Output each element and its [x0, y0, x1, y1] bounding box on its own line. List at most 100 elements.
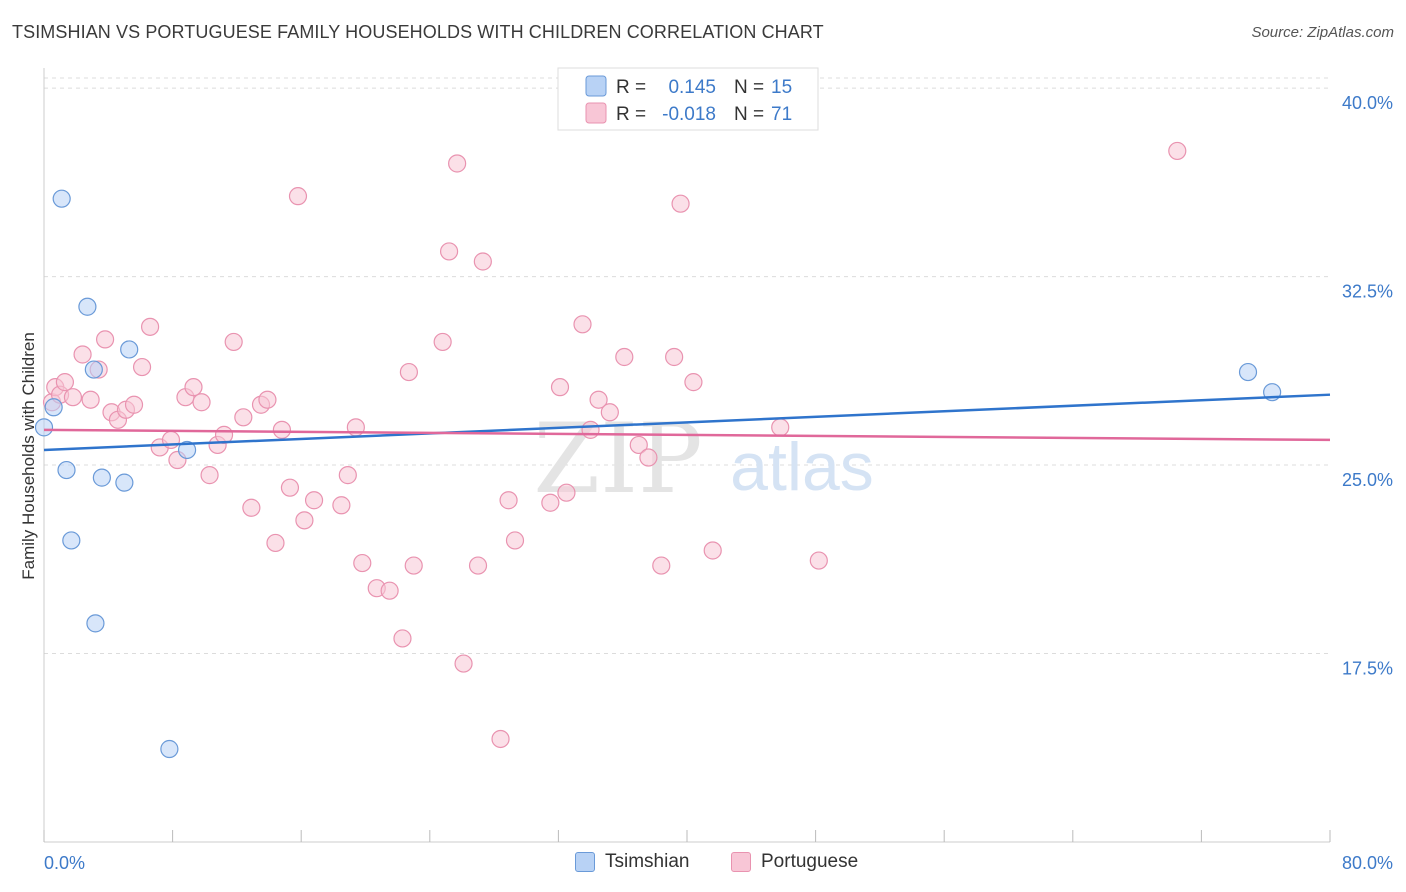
- watermark-atlas: atlas: [730, 429, 874, 505]
- point-portuguese: [589, 390, 608, 409]
- point-portuguese: [541, 493, 560, 512]
- point-portuguese: [600, 403, 619, 422]
- point-portuguese: [809, 551, 828, 570]
- point-portuguese: [771, 418, 790, 437]
- point-tsimshian: [62, 531, 81, 550]
- point-portuguese: [224, 332, 243, 352]
- point-portuguese: [629, 435, 648, 455]
- trend-line-tsimshian: [43, 393, 1331, 452]
- watermark-zip: ZIP: [533, 403, 702, 515]
- point-portuguese: [491, 729, 510, 749]
- point-tsimshian: [52, 189, 71, 208]
- legend-n-value-tsimshian: 15: [771, 77, 792, 98]
- y-tick-labels: 17.5% 25.0% 32.5% 40.0%: [1342, 93, 1393, 678]
- point-portuguese: [639, 448, 658, 467]
- point-tsimshian: [78, 297, 97, 316]
- watermark: ZIP atlas: [533, 403, 873, 515]
- legend-r-value-tsimshian: 0.145: [668, 77, 716, 98]
- point-portuguese: [671, 194, 690, 213]
- correlation-legend: R = 0.145 N = 15 R = -0.018 N = 71: [557, 67, 819, 131]
- swatch-tsimshian: [575, 852, 595, 872]
- y-tick-label: 17.5%: [1342, 659, 1393, 679]
- data-points: [34, 141, 1282, 759]
- gridlines: [44, 77, 1330, 655]
- source-credit: Source: ZipAtlas.com: [1251, 24, 1394, 41]
- point-portuguese: [258, 390, 277, 409]
- y-axis-label: Family Households with Children: [19, 332, 38, 580]
- point-portuguese: [454, 654, 473, 673]
- y-tick-label: 40.0%: [1342, 93, 1393, 113]
- chart-title: TSIMSHIAN VS PORTUGUESE FAMILY HOUSEHOLD…: [12, 22, 824, 42]
- legend-n-label: N =: [734, 104, 764, 125]
- point-portuguese: [124, 395, 144, 414]
- point-tsimshian: [177, 440, 197, 460]
- point-tsimshian: [120, 340, 139, 359]
- legend-r-label: R =: [616, 104, 646, 125]
- point-portuguese: [266, 533, 285, 553]
- point-portuguese: [652, 556, 671, 575]
- point-portuguese: [399, 362, 419, 382]
- point-tsimshian: [1238, 362, 1258, 382]
- point-portuguese: [468, 556, 488, 575]
- point-portuguese: [380, 581, 399, 600]
- point-portuguese: [295, 511, 314, 530]
- point-portuguese: [550, 378, 570, 397]
- point-tsimshian: [84, 360, 103, 379]
- legend-n-label: N =: [734, 77, 764, 98]
- point-portuguese: [73, 345, 92, 364]
- swatch-portuguese: [731, 852, 751, 872]
- point-portuguese: [192, 393, 211, 412]
- point-portuguese: [703, 541, 722, 560]
- y-tick-label: 32.5%: [1342, 282, 1393, 302]
- axes: [43, 68, 1331, 843]
- legend-swatch-tsimshian: [585, 75, 607, 97]
- point-tsimshian: [34, 418, 54, 437]
- point-portuguese: [338, 466, 357, 485]
- y-tick-label: 25.0%: [1342, 470, 1393, 490]
- legend-r-value-portuguese: -0.018: [662, 104, 716, 125]
- point-portuguese: [200, 466, 219, 485]
- point-portuguese: [404, 556, 423, 575]
- point-portuguese: [63, 388, 83, 407]
- point-portuguese: [393, 629, 412, 648]
- x-tick-label: 0.0%: [44, 853, 85, 873]
- point-tsimshian: [44, 398, 63, 417]
- point-portuguese: [439, 242, 459, 261]
- legend-n-value-portuguese: 71: [771, 104, 792, 125]
- trend-lines: [43, 393, 1331, 452]
- point-tsimshian: [160, 739, 179, 759]
- point-portuguese: [581, 420, 600, 439]
- point-portuguese: [81, 390, 100, 409]
- point-portuguese: [1168, 141, 1187, 161]
- point-portuguese: [272, 420, 292, 439]
- point-portuguese: [573, 315, 592, 334]
- point-portuguese: [353, 553, 372, 573]
- point-portuguese: [140, 317, 160, 336]
- legend-label-portuguese: Portuguese: [761, 851, 859, 872]
- legend-r-label: R =: [616, 77, 646, 98]
- point-portuguese: [332, 496, 351, 515]
- point-portuguese: [288, 187, 308, 206]
- point-portuguese: [55, 373, 74, 392]
- point-portuguese: [448, 154, 467, 173]
- point-portuguese: [242, 498, 261, 517]
- point-portuguese: [234, 408, 253, 427]
- point-tsimshian: [115, 473, 134, 492]
- point-tsimshian: [86, 614, 105, 633]
- point-portuguese: [665, 347, 684, 367]
- point-tsimshian: [57, 460, 76, 480]
- point-portuguese: [499, 491, 518, 510]
- legend-label-tsimshian: Tsimshian: [605, 851, 690, 872]
- point-portuguese: [132, 357, 152, 377]
- legend-swatch-portuguese: [585, 102, 607, 124]
- point-portuguese: [304, 491, 324, 510]
- point-portuguese: [505, 531, 525, 550]
- point-portuguese: [433, 332, 452, 352]
- x-tick-label: 80.0%: [1342, 853, 1393, 873]
- legend-item-tsimshian: Tsimshian: [575, 851, 689, 873]
- x-tick-labels: 0.0% 80.0%: [44, 853, 1393, 873]
- legend-item-portuguese: Portuguese: [731, 851, 858, 873]
- trend-line-portuguese: [43, 428, 1331, 442]
- point-portuguese: [473, 252, 492, 271]
